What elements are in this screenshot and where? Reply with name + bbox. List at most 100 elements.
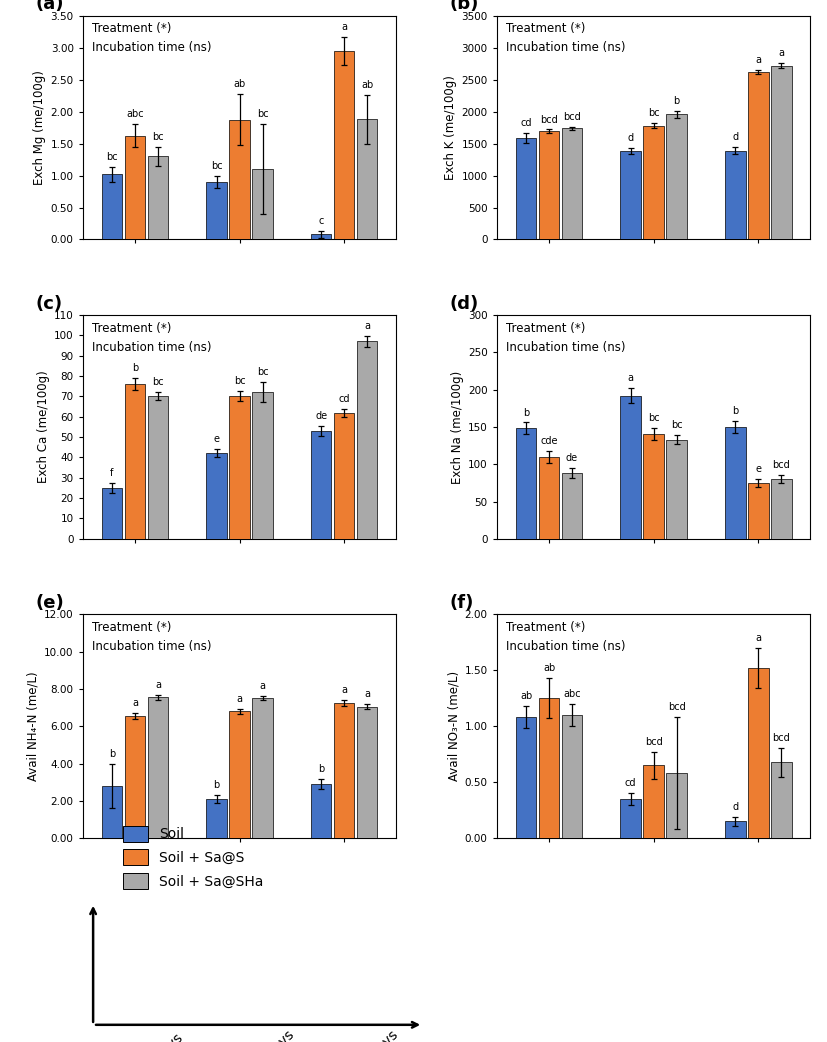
Text: a: a: [364, 321, 370, 331]
Bar: [125, 135, 146, 240]
Bar: [334, 703, 355, 838]
Bar: [252, 698, 273, 838]
Text: a: a: [260, 681, 265, 692]
Text: Treatment (*)
Incubation time (ns): Treatment (*) Incubation time (ns): [506, 322, 626, 353]
Text: b: b: [318, 765, 324, 774]
Text: bc: bc: [234, 376, 246, 387]
Text: a: a: [341, 686, 347, 695]
Text: bc: bc: [648, 108, 659, 118]
Text: Treatment (*)
Incubation time (ns): Treatment (*) Incubation time (ns): [92, 322, 212, 353]
Bar: [667, 773, 687, 838]
Bar: [724, 151, 745, 240]
Text: b: b: [131, 364, 138, 373]
Y-axis label: Avail NO₃-N (me/L): Avail NO₃-N (me/L): [447, 671, 461, 782]
Bar: [516, 717, 537, 838]
Text: bcd: bcd: [772, 733, 790, 743]
Bar: [562, 473, 582, 539]
Bar: [334, 413, 355, 539]
Text: e: e: [755, 464, 761, 474]
Text: bc: bc: [256, 109, 268, 120]
Bar: [229, 120, 250, 240]
Text: de: de: [315, 411, 327, 421]
Bar: [643, 766, 664, 838]
Text: e: e: [213, 435, 219, 444]
Y-axis label: Exch Ca (me/100g): Exch Ca (me/100g): [36, 371, 50, 483]
Bar: [125, 716, 146, 838]
Text: Treatment (*)
Incubation time (ns): Treatment (*) Incubation time (ns): [92, 621, 212, 653]
Bar: [643, 435, 664, 539]
Bar: [667, 440, 687, 539]
Bar: [148, 697, 169, 838]
Text: c: c: [318, 217, 324, 226]
Text: a: a: [132, 698, 138, 709]
Y-axis label: Exch Na (me/100g): Exch Na (me/100g): [451, 370, 464, 483]
Text: a: a: [341, 22, 347, 32]
Text: 20 Days: 20 Days: [351, 1028, 401, 1042]
Bar: [206, 799, 227, 838]
Bar: [748, 482, 768, 539]
Bar: [724, 821, 745, 838]
Bar: [125, 384, 146, 539]
Text: a: a: [237, 694, 242, 704]
Text: bcd: bcd: [540, 115, 558, 125]
Bar: [538, 698, 559, 838]
Text: (c): (c): [36, 295, 63, 313]
Text: a: a: [778, 48, 784, 58]
Y-axis label: Avail NH₄-N (me/L): Avail NH₄-N (me/L): [27, 671, 40, 782]
Text: b: b: [213, 780, 220, 790]
Text: Treatment (*)
Incubation time (ns): Treatment (*) Incubation time (ns): [92, 22, 212, 54]
Text: bcd: bcd: [772, 461, 790, 471]
Bar: [102, 786, 122, 838]
Text: (a): (a): [36, 0, 65, 14]
Bar: [356, 706, 377, 838]
Text: bc: bc: [256, 367, 268, 377]
Bar: [620, 799, 641, 838]
Bar: [229, 712, 250, 838]
Bar: [643, 126, 664, 240]
Text: a: a: [628, 373, 633, 383]
Bar: [229, 396, 250, 539]
Text: bcd: bcd: [563, 111, 581, 122]
Text: de: de: [566, 453, 578, 463]
Text: abc: abc: [563, 689, 581, 699]
Text: (f): (f): [450, 594, 474, 612]
Text: (e): (e): [36, 594, 65, 612]
Bar: [562, 715, 582, 838]
Bar: [252, 392, 273, 539]
Bar: [356, 342, 377, 539]
Bar: [206, 453, 227, 539]
Text: ab: ab: [361, 80, 373, 90]
Text: bc: bc: [152, 377, 164, 388]
Text: (b): (b): [450, 0, 479, 14]
Bar: [538, 131, 559, 240]
Text: bc: bc: [648, 414, 659, 423]
Bar: [516, 428, 537, 539]
Text: b: b: [732, 406, 739, 416]
Bar: [252, 169, 273, 240]
Bar: [771, 762, 791, 838]
Text: cde: cde: [540, 436, 557, 446]
Text: 5 Days: 5 Days: [142, 1032, 186, 1042]
Text: ab: ab: [233, 79, 246, 90]
Bar: [102, 174, 122, 240]
Bar: [724, 427, 745, 539]
Bar: [148, 156, 169, 240]
Text: cd: cd: [338, 394, 350, 403]
Text: b: b: [109, 748, 115, 759]
Text: d: d: [628, 133, 633, 143]
Text: bc: bc: [671, 420, 682, 430]
Text: d: d: [732, 802, 739, 812]
Bar: [771, 479, 791, 539]
Bar: [334, 51, 355, 240]
Text: a: a: [755, 632, 761, 643]
Bar: [667, 115, 687, 240]
Text: a: a: [755, 55, 761, 65]
Text: 10 Days: 10 Days: [246, 1028, 297, 1042]
Bar: [748, 72, 768, 240]
Bar: [771, 66, 791, 240]
Bar: [311, 234, 332, 240]
Bar: [562, 128, 582, 240]
Text: bcd: bcd: [645, 737, 662, 747]
Text: Treatment (*)
Incubation time (ns): Treatment (*) Incubation time (ns): [506, 621, 626, 653]
Text: bc: bc: [152, 132, 164, 142]
